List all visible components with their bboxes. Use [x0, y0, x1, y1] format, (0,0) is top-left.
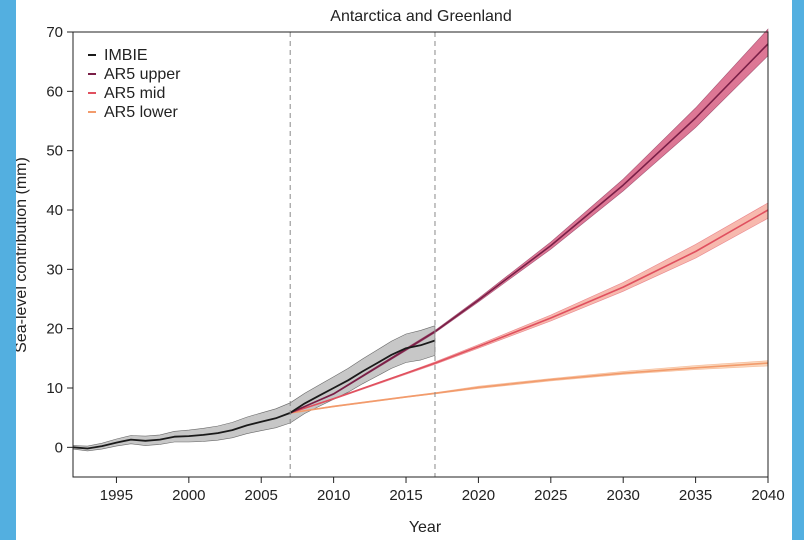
x-tick-label-2000: 2000 [172, 487, 205, 504]
x-tick-label-1995: 1995 [100, 487, 133, 504]
y-tick-label-30: 30 [46, 261, 63, 278]
reference-lines [289, 32, 436, 477]
x-tick-label-2030: 2030 [607, 487, 640, 504]
y-axis-ticks: 0 10 20 30 40 50 60 70 [46, 24, 73, 456]
y-tick-label-0: 0 [55, 439, 63, 456]
plot-frame [72, 31, 769, 478]
x-tick-label-2020: 2020 [462, 487, 495, 504]
legend-label-2: AR5 mid [104, 85, 165, 102]
band-0 [72, 325, 436, 452]
x-tick-label-2015: 2015 [389, 487, 422, 504]
legend: IMBIE AR5 upper AR5 mid AR5 lower [88, 47, 181, 121]
series-line-0 [72, 339, 436, 450]
chart-title: Antarctica and Greenland [330, 8, 511, 25]
y-tick-label-10: 10 [46, 380, 63, 397]
series-lines [72, 43, 769, 450]
x-tick-label-2010: 2010 [317, 487, 350, 504]
band-1 [290, 28, 769, 414]
series-line-1 [289, 43, 769, 414]
x-axis-ticks: 1995 2000 2005 2010 2015 2020 2025 2030 2035 2040 [100, 477, 785, 504]
chart-panel: Antarctica and Greenland Year Sea-level … [16, 0, 792, 540]
series-line-2 [289, 209, 769, 414]
legend-label-0: IMBIE [104, 47, 148, 64]
legend-label-1: AR5 upper [104, 66, 181, 83]
x-tick-label-2035: 2035 [679, 487, 712, 504]
legend-label-3: AR5 lower [104, 104, 178, 121]
y-tick-label-40: 40 [46, 202, 63, 219]
x-tick-label-2040: 2040 [751, 487, 784, 504]
x-axis-title: Year [409, 519, 442, 536]
y-tick-label-60: 60 [46, 83, 63, 100]
y-axis-title: Sea-level contribution (mm) [16, 157, 30, 353]
y-tick-label-70: 70 [46, 24, 63, 41]
uncertainty-bands [72, 28, 769, 452]
x-tick-label-2005: 2005 [245, 487, 278, 504]
y-tick-label-20: 20 [46, 321, 63, 338]
y-tick-label-50: 50 [46, 143, 63, 160]
x-tick-label-2025: 2025 [534, 487, 567, 504]
series-line-3 [290, 362, 769, 414]
sea-level-chart: Antarctica and Greenland Year Sea-level … [16, 8, 785, 536]
